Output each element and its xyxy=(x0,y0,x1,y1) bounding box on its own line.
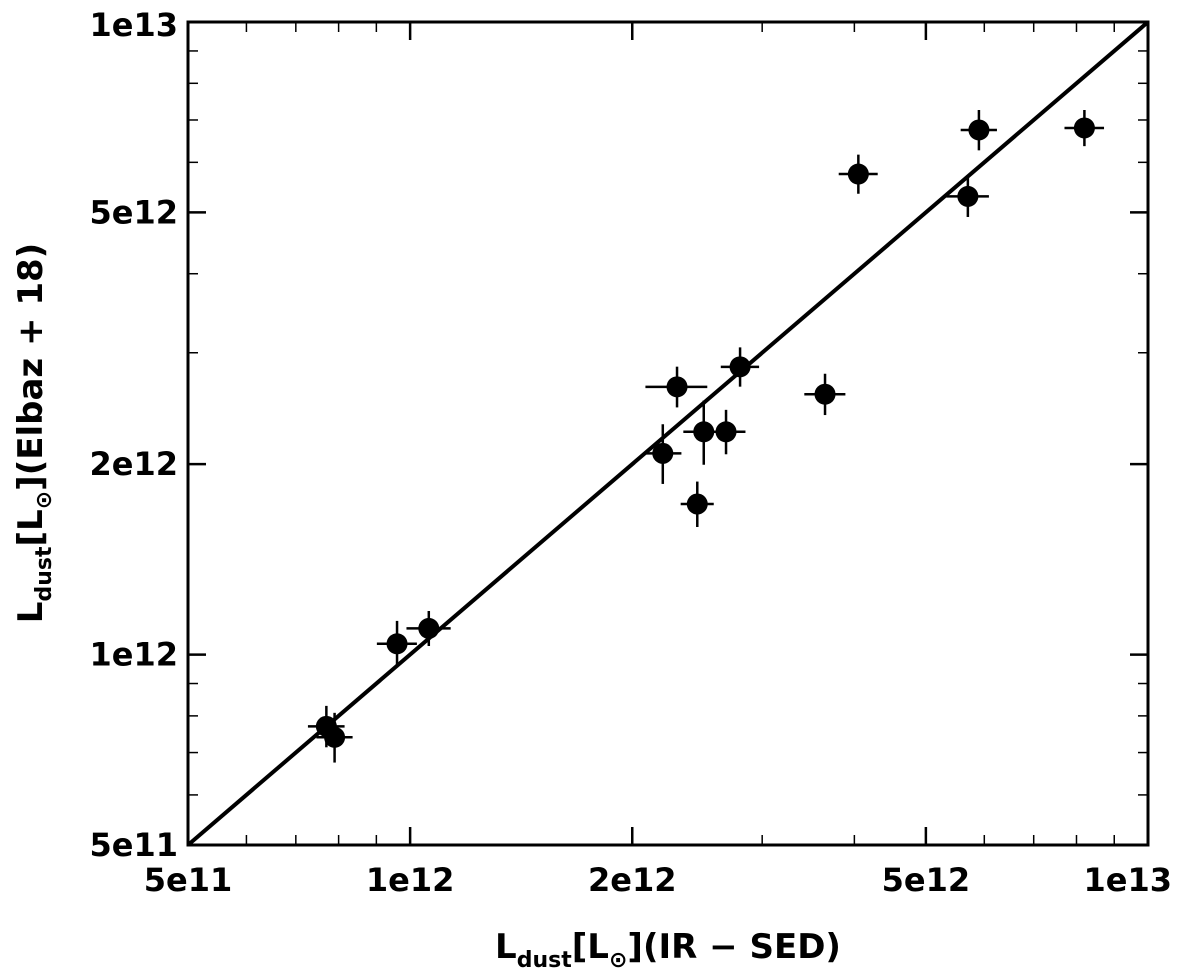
data-point xyxy=(720,347,760,387)
data-point xyxy=(683,400,724,465)
data-points xyxy=(307,109,1105,763)
point-marker xyxy=(686,493,708,515)
data-point xyxy=(960,109,997,151)
point-marker xyxy=(814,383,836,405)
x-tick-label: 2e12 xyxy=(588,861,677,899)
data-point xyxy=(680,481,714,528)
point-marker xyxy=(693,421,715,443)
data-point xyxy=(804,373,846,416)
point-marker xyxy=(652,442,674,464)
point-marker xyxy=(715,421,737,443)
data-point xyxy=(1064,109,1105,147)
x-tick-label: 5e12 xyxy=(882,861,971,899)
x-tick-label: 1e13 xyxy=(1084,861,1173,899)
data-point xyxy=(643,424,682,484)
data-point xyxy=(376,620,417,668)
data-point xyxy=(946,176,989,217)
plot-frame xyxy=(186,20,1150,847)
point-marker xyxy=(386,633,408,655)
point-marker xyxy=(957,185,979,207)
point-marker xyxy=(324,726,346,748)
x-tick-label: 1e12 xyxy=(366,861,455,899)
point-marker xyxy=(729,356,751,378)
data-point xyxy=(645,366,708,408)
tick-labels: 5e11 1e12 2e12 5e12 1e13 5e11 1e12 2e12 5e12 1e13 xyxy=(90,6,1173,899)
y-tick-label: 2e12 xyxy=(90,445,179,483)
data-point xyxy=(706,409,746,455)
point-marker xyxy=(968,119,990,141)
y-tick-label: 1e13 xyxy=(90,6,179,44)
point-marker xyxy=(847,163,869,185)
y-tick-label: 1e12 xyxy=(90,636,179,674)
y-axis-label: Ldust[L⊙](Elbaz + 18) xyxy=(11,243,57,623)
y-tick-label: 5e12 xyxy=(90,193,179,231)
one-to-one-line xyxy=(186,20,1150,847)
x-axis-label: Ldust[L⊙](IR − SED) xyxy=(495,927,841,970)
data-point xyxy=(316,712,353,763)
point-marker xyxy=(666,376,688,398)
y-tick-label: 5e11 xyxy=(90,826,179,864)
point-marker xyxy=(1073,117,1095,139)
point-marker xyxy=(418,617,440,639)
data-point xyxy=(838,154,878,194)
x-tick-label: 5e11 xyxy=(144,861,233,899)
data-point xyxy=(406,610,451,646)
